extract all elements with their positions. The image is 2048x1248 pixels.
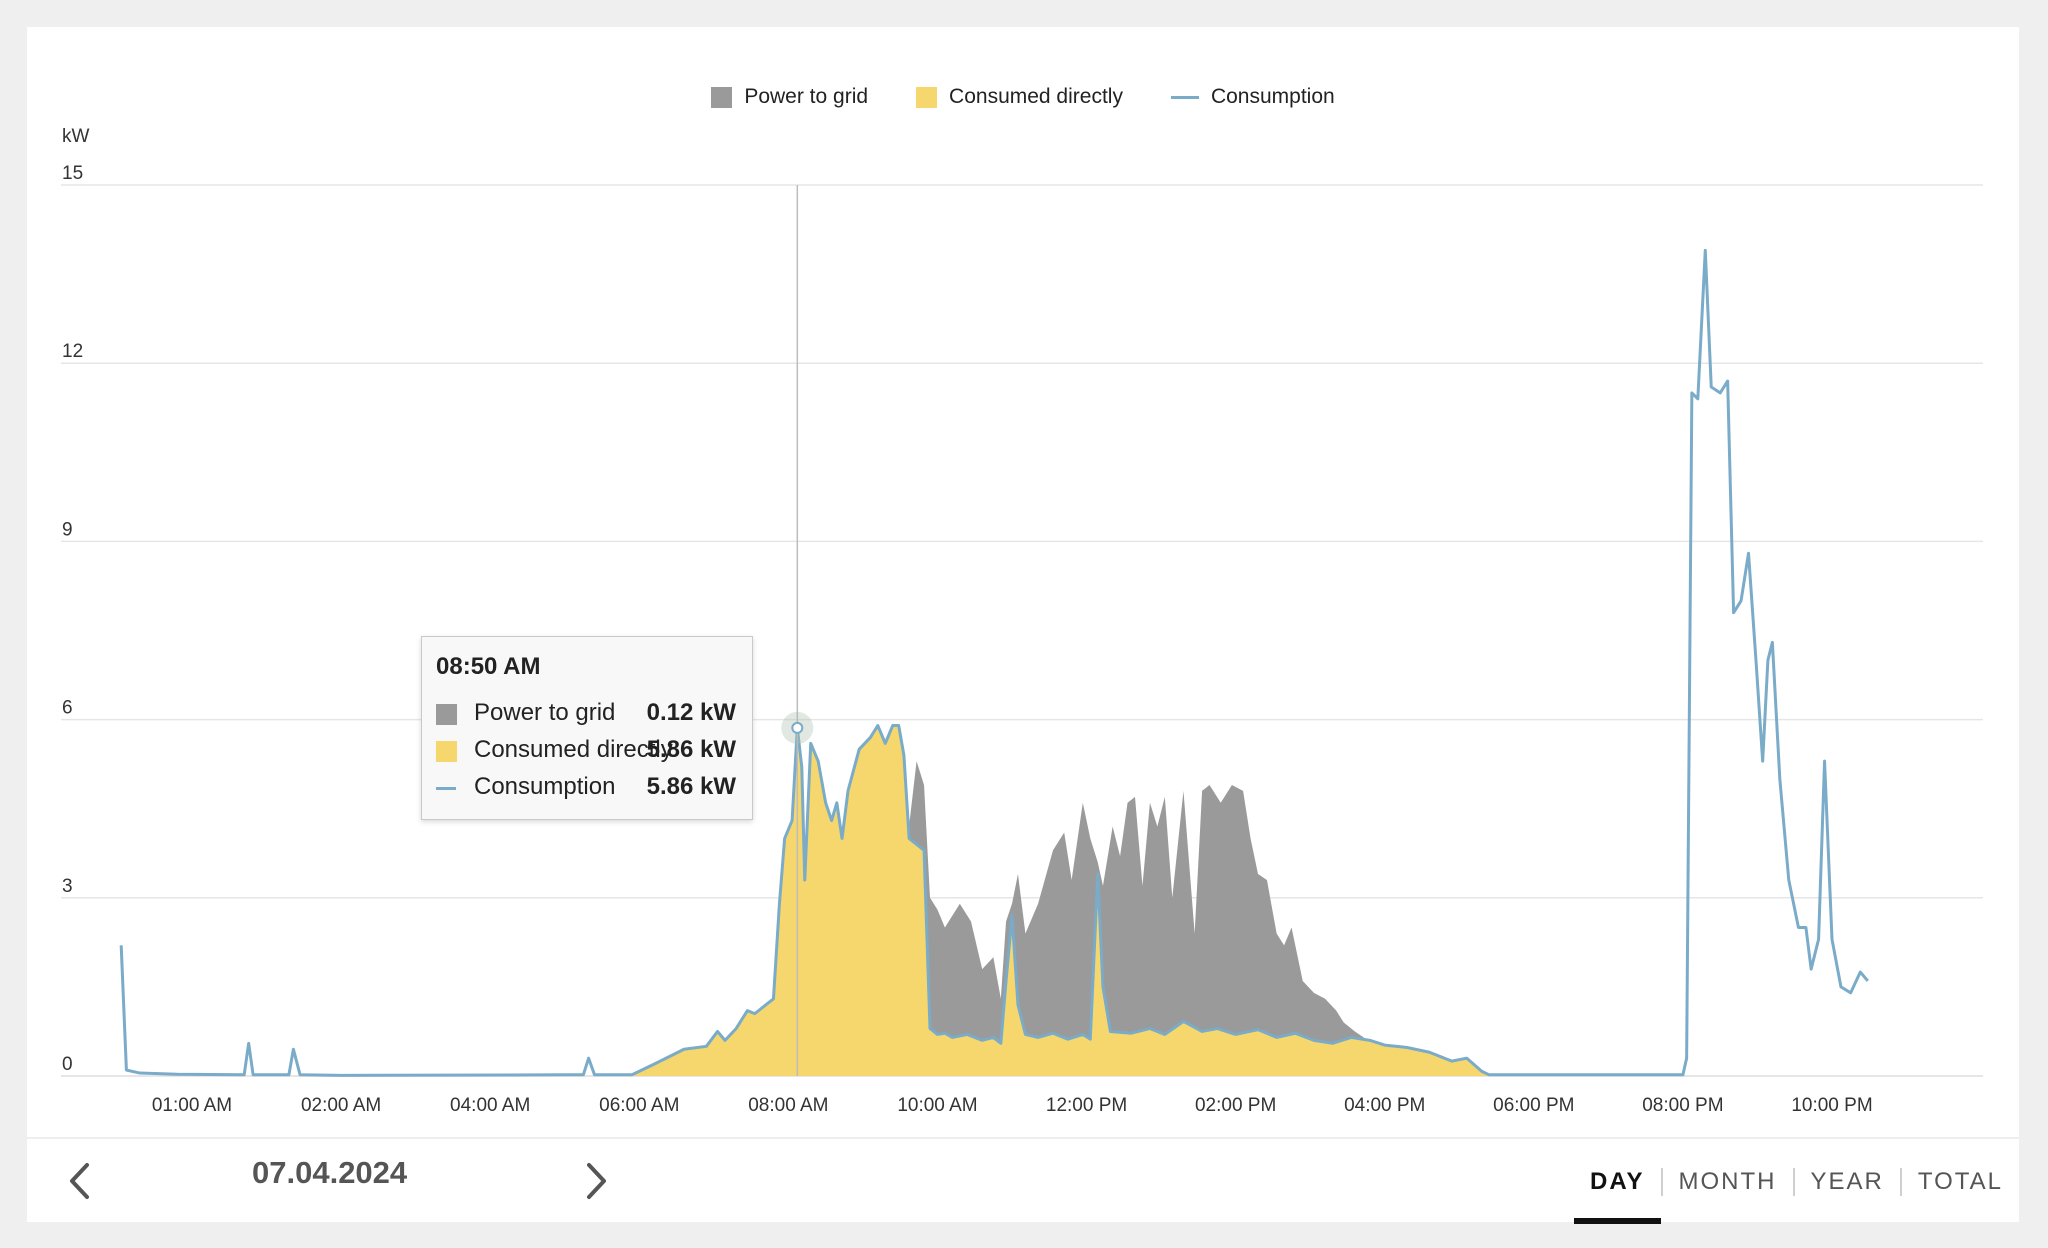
hover-marker [791,721,804,734]
y-tick-label: 0 [62,1054,73,1075]
tooltip-swatch [436,741,457,762]
legend-swatch-consumption [1170,95,1199,99]
x-tick-label: 08:00 PM [1642,1095,1723,1116]
legend-label: Consumption [1210,85,1335,108]
y-tick-label: 12 [62,341,83,362]
axis-labels: 0 3 6 9 12 15 kW 01:00 AM 02:00 AM 04:00 AM 06:00 … [62,126,1873,1116]
tab-year[interactable]: YEAR [1810,1168,1884,1195]
hover-cursor [781,185,814,1076]
x-tick-label: 01:00 AM [152,1095,232,1116]
legend-item-consumption[interactable]: Consumption [1170,85,1335,109]
x-tick-label: 04:00 AM [450,1095,530,1116]
x-tick-label: 10:00 PM [1791,1095,1872,1116]
y-tick-label: 3 [62,876,73,897]
chevron-left-icon [70,1163,89,1199]
tooltip-time: 08:50 AM [436,653,541,680]
tooltip-swatch [436,704,457,725]
tooltip-value: 5.86 kW [646,773,736,800]
tooltip-swatch-line [436,787,456,790]
tab-divider [1660,1167,1663,1196]
y-tick-label: 6 [62,698,73,719]
x-tick-label: 10:00 AM [897,1095,977,1116]
tab-divider [1792,1167,1795,1196]
energy-chart[interactable]: 0 3 6 9 12 15 kW 01:00 AM 02:00 AM 04:00 AM 06:00 … [27,27,2019,1137]
area-layer [631,725,1490,1076]
chart-tooltip: 08:50 AM Power to grid 0.12 kW Consumed … [421,636,753,820]
x-tick-label: 02:00 PM [1195,1095,1276,1116]
tooltip-row-power-to-grid: Power to grid 0.12 kW [436,699,736,729]
chart-panel: Power to grid Consumed directly Consumpt… [27,27,2019,1224]
tooltip-label: Consumed directly [474,736,673,763]
y-tick-label: 9 [62,519,73,540]
x-tick-label: 08:00 AM [748,1095,828,1116]
y-axis-label: kW [62,126,90,147]
power-to-grid-area [907,761,1378,1044]
legend-swatch-power-to-grid [711,86,733,108]
legend-item-power-to-grid[interactable]: Power to grid [711,85,868,109]
legend-swatch-consumed-directly [916,86,938,108]
legend-label: Consumed directly [949,85,1123,108]
tooltip-row-consumption: Consumption 5.86 kW [436,773,736,803]
period-selector: DAY MONTH YEAR TOTAL [1574,1139,2019,1224]
chart-legend: Power to grid Consumed directly Consumpt… [27,85,2019,109]
tab-total[interactable]: TOTAL [1917,1168,2003,1195]
chart-footer: 07.04.2024 DAY MONTH YEAR TOTAL [27,1137,2019,1224]
tab-divider [1899,1167,1902,1196]
x-tick-label: 02:00 AM [301,1095,381,1116]
line-layer [119,248,1869,1077]
y-tick-label: 15 [62,163,83,184]
x-tick-label: 06:00 AM [599,1095,679,1116]
tooltip-label: Power to grid [474,699,616,726]
legend-label: Power to grid [744,85,869,108]
previous-day-button[interactable] [57,1159,101,1203]
tab-day[interactable]: DAY [1574,1139,1661,1224]
x-tick-label: 12:00 PM [1046,1095,1127,1116]
legend-item-consumed-directly[interactable]: Consumed directly [916,85,1123,109]
x-tick-label: 06:00 PM [1493,1095,1574,1116]
tooltip-row-consumed-directly: Consumed directly 5.86 kW [436,736,736,766]
x-tick-label: 04:00 PM [1344,1095,1425,1116]
chevron-right-icon [587,1163,606,1199]
tooltip-value: 0.12 kW [646,699,736,726]
tooltip-label: Consumption [474,773,616,800]
tab-month[interactable]: MONTH [1678,1168,1777,1195]
tooltip-value: 5.86 kW [646,736,736,763]
consumption-line [119,248,1869,1077]
next-day-button[interactable] [575,1159,619,1203]
current-date[interactable]: 07.04.2024 [252,1155,408,1190]
